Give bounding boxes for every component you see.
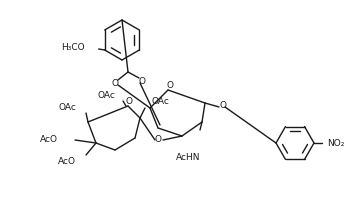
Text: OAc: OAc bbox=[152, 96, 170, 105]
Text: O: O bbox=[219, 102, 226, 111]
Text: AcHN: AcHN bbox=[176, 153, 200, 163]
Text: NO₂: NO₂ bbox=[327, 139, 344, 147]
Text: OAc: OAc bbox=[58, 103, 76, 112]
Text: O: O bbox=[139, 76, 146, 85]
Text: AcO: AcO bbox=[40, 135, 58, 144]
Text: O: O bbox=[126, 96, 133, 105]
Text: O: O bbox=[154, 135, 161, 144]
Text: AcO: AcO bbox=[58, 157, 76, 166]
Text: OAc: OAc bbox=[97, 92, 115, 101]
Text: H₃CO: H₃CO bbox=[61, 43, 85, 52]
Text: O: O bbox=[167, 81, 174, 90]
Text: O: O bbox=[112, 79, 119, 88]
